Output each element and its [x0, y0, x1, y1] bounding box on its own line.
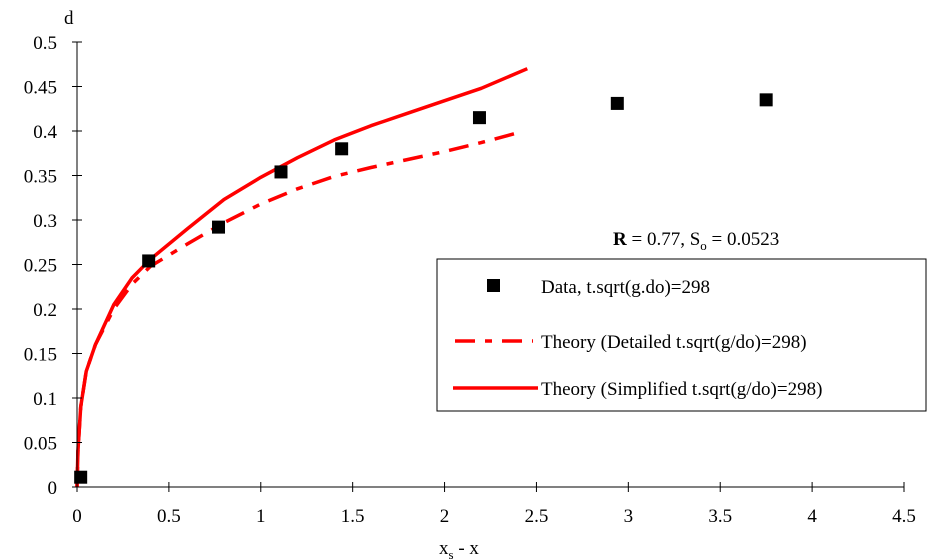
ticks: 0 0.5 1 1.5 2 2.5 3 3.5 4 4.5 0 0.05 0.1 0.15 0.2 0.25 0… [24, 33, 916, 527]
y-axis-label: d [64, 8, 74, 29]
x-axis-label: xs - x [439, 538, 479, 560]
legend-label-simplified: Theory (Simplified t.sqrt(g/do)=298) [541, 379, 822, 400]
x-tick-label: 1.5 [341, 506, 365, 527]
data-point [142, 254, 156, 268]
x-tick-label: 4 [807, 506, 817, 527]
plot-markers [74, 93, 773, 484]
y-tick-label: 0.3 [33, 211, 57, 232]
y-tick-label: 0.4 [33, 122, 57, 143]
annotation-text-1: = 0.77, S [627, 229, 701, 250]
data-point [759, 93, 773, 107]
data-point [74, 470, 88, 484]
annotation-text-2: = 0.0523 [707, 229, 779, 250]
legend-box [436, 258, 927, 412]
x-tick-label: 4.5 [892, 506, 916, 527]
legend-label-detailed: Theory (Detailed t.sqrt(g/do)=298) [541, 332, 807, 353]
x-tick-label: 0 [72, 506, 82, 527]
y-tick-label: 0.1 [33, 389, 57, 410]
y-tick-label: 0 [48, 478, 58, 499]
data-point [472, 111, 486, 125]
legend-marker-data [487, 279, 500, 292]
annotation-r-so: R = 0.77, So = 0.0523 [613, 229, 779, 253]
x-tick-label: 2 [440, 506, 450, 527]
x-axis-label-rest: - x [454, 538, 480, 559]
legend-label-data: Data, t.sqrt(g.do)=298 [541, 277, 710, 298]
annotation-sub: o [700, 238, 707, 253]
y-tick-label: 0.35 [24, 167, 57, 188]
legend: Data, t.sqrt(g.do)=298 Theory (Detailed … [436, 258, 927, 412]
data-point [335, 142, 349, 156]
plot-lines [75, 67, 528, 488]
data-point [212, 220, 226, 234]
annotation-r: R [613, 229, 627, 250]
x-tick-label: 3.5 [708, 506, 732, 527]
y-tick-label: 0.05 [24, 434, 57, 455]
x-axis-label-sub: s [449, 547, 454, 560]
y-tick-label: 0.45 [24, 78, 57, 99]
y-tick-label: 0.25 [24, 256, 57, 277]
x-tick-label: 0.5 [157, 506, 181, 527]
x-axis-label-main: x [439, 538, 449, 559]
x-tick-label: 3 [624, 506, 634, 527]
data-point [274, 165, 288, 179]
data-point [610, 96, 624, 110]
theory-simplified-line [75, 67, 528, 488]
y-tick-label: 0.5 [33, 33, 57, 54]
x-tick-label: 2.5 [525, 506, 549, 527]
y-tick-label: 0.15 [24, 345, 57, 366]
y-tick-label: 0.2 [33, 300, 57, 321]
x-tick-label: 1 [256, 506, 266, 527]
